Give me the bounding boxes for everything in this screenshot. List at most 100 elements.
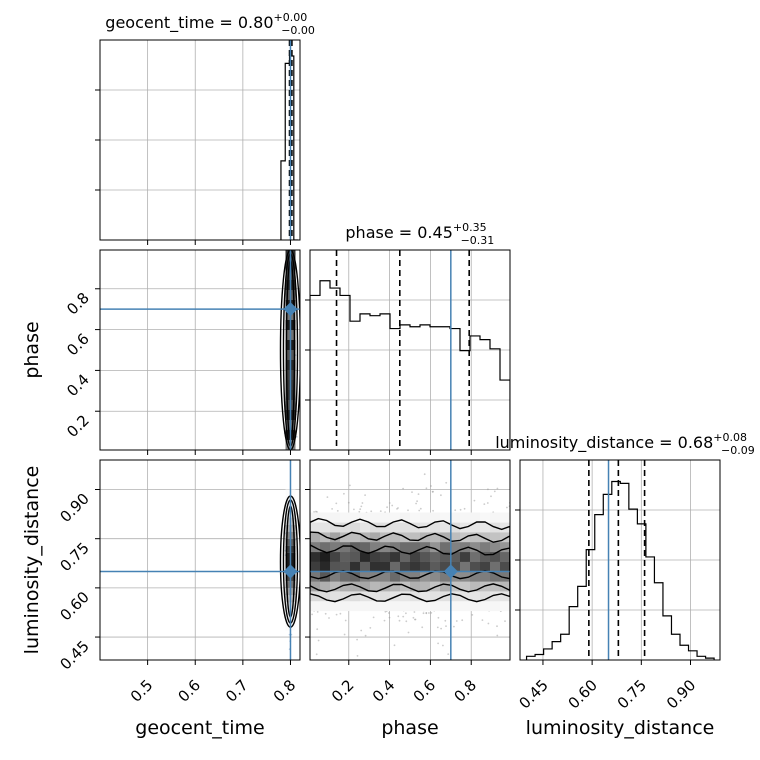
density-cell [380,591,391,602]
density-cell [480,591,491,602]
density-cell [480,551,491,562]
sample-point [415,502,417,505]
sample-point [295,436,298,438]
density-cell [430,532,441,543]
sample-point [445,481,448,484]
density-cell [350,561,361,572]
density-cell [330,591,341,602]
density-cell [500,601,510,612]
sample-point [388,616,391,619]
sample-point [339,612,342,615]
density-cell [450,522,461,533]
panel-frame [309,459,511,661]
density-cell [310,512,321,523]
density-cell [410,522,421,533]
density-geocent_time-phase [100,250,300,450]
density-cell [430,551,441,562]
density-cell [330,542,341,553]
sample-point [483,503,486,505]
density-cell [340,542,351,553]
density-cell [500,551,510,562]
density-cell [390,551,401,562]
sample-point [335,502,338,505]
density-cell [360,601,371,612]
density-cell [470,551,481,562]
panel-title-phase: phase = 0.45+0.35 −0.31 [345,221,494,247]
sample-point [419,507,422,510]
title-err-plus: +0.00 [274,11,308,24]
density-cell [370,561,381,572]
density-cell [320,551,331,562]
title-main: phase = 0.45 [345,223,452,242]
density-cell [450,561,461,572]
density-cell [440,551,451,562]
density-cell [390,512,401,523]
density-cell [400,591,411,602]
density-cell [410,571,421,582]
density-cell [400,542,411,553]
sample-point [372,616,375,619]
contour-2 [310,544,510,580]
sample-point [416,500,418,503]
sample-point [315,653,318,656]
x-axis-label-phase: phase [381,717,438,739]
sample-point [383,619,386,622]
density-cell [420,581,431,592]
panel-phase-phase: phase = 0.45+0.35 −0.31 [305,221,511,455]
sample-point [487,622,490,625]
density-cell [350,571,361,582]
sample-point [417,493,420,495]
density-cell [430,542,441,553]
density-cell [310,591,321,602]
density-cell [430,522,441,533]
density-cell [350,581,361,592]
density-cell [360,542,371,553]
density-cell [450,551,461,562]
density-cell [410,601,421,612]
density-cell [340,512,351,523]
density-cell [350,542,361,553]
sample-point [360,505,363,508]
density-cell [420,551,431,562]
y-axis-label-phase: phase [21,321,43,378]
sample-point [316,628,319,631]
density-cell [440,512,451,523]
sample-point [487,488,489,491]
density-cell [460,542,471,553]
panel-phase-luminosity_distance [305,459,511,665]
sample-point [459,508,462,511]
density-cell [310,561,321,572]
density-cell [480,512,491,523]
y-axis-label-luminosity_distance: luminosity_distance [21,466,43,655]
contour-0 [310,517,510,603]
density-cell [460,551,471,562]
density-cell [360,561,371,572]
sample-point [437,616,440,619]
density-cell [460,601,471,612]
sample-point [447,653,450,655]
sample-point [407,631,410,634]
sample-point [405,612,407,615]
sample-point [436,626,439,629]
density-cell [320,512,331,523]
density-cell [490,512,501,523]
density-cell [490,571,501,582]
sample-point [326,496,329,498]
density-cell [400,561,411,572]
sample-point [316,611,319,613]
density-cell [500,542,510,553]
sample-point [493,490,496,493]
density-cell [370,601,381,612]
sample-point [316,511,318,513]
density-cell [340,601,351,612]
sample-point [418,509,421,512]
sample-point [317,639,320,642]
sample-point [440,494,442,497]
density-phase-luminosity_distance [310,460,510,660]
title-err-minus: −0.09 [721,444,755,457]
density-cell [470,522,481,533]
panel-geocent_time-luminosity_distance [95,459,301,665]
density-cell [350,522,361,533]
sample-point [402,615,405,618]
contour-0 [279,250,300,450]
